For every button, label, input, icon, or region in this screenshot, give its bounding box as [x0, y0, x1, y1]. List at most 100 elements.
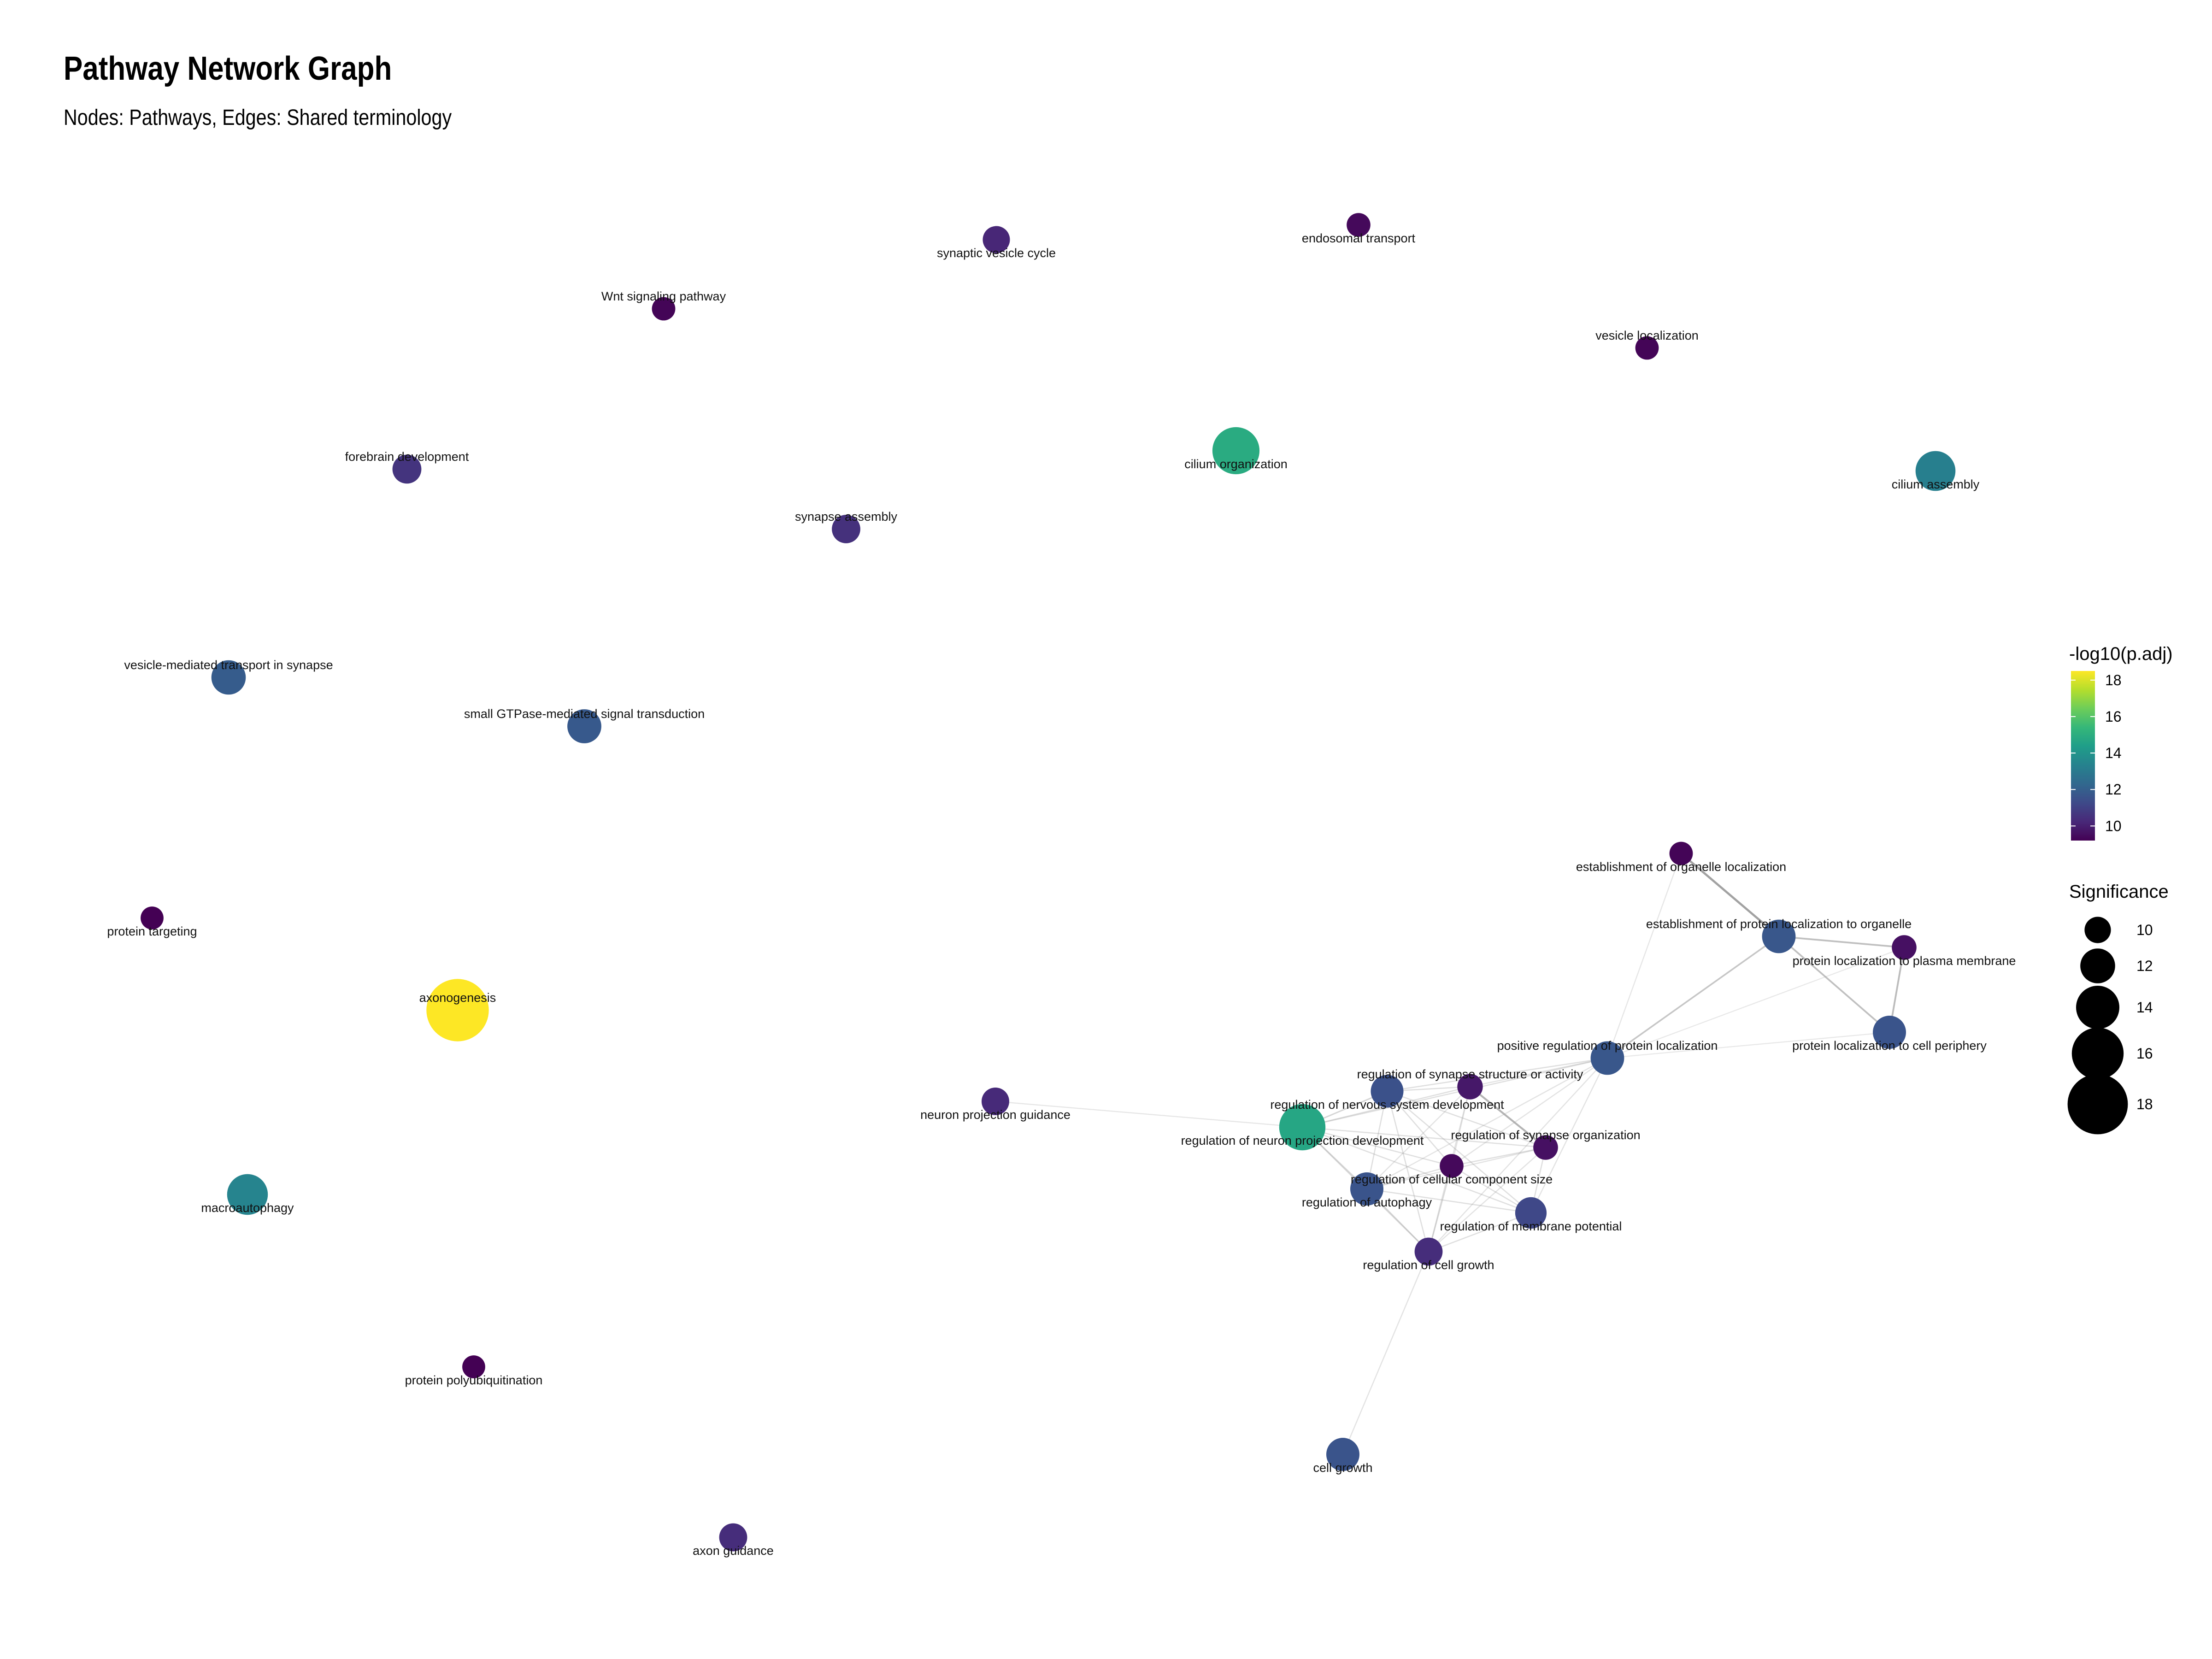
- edge-positive-regulation-of-protein-localization--regulation-of-neuron-projection-development: [1302, 1057, 1608, 1128]
- edge-positive-regulation-of-protein-localization--regulation-of-cellular-component-size: [1451, 1057, 1608, 1167]
- node-label-regulation-of-autophagy: regulation of autophagy: [1302, 1195, 1432, 1209]
- edge-regulation-of-cell-growth--cell-growth: [1342, 1251, 1430, 1455]
- node-label-protein-localization-to-plasma-membrane: protein localization to plasma membrane: [1793, 954, 2016, 968]
- size-legend-label: 18: [2136, 1096, 2153, 1112]
- color-legend-bar: [2071, 671, 2095, 841]
- color-legend-tick-label: 16: [2105, 708, 2122, 725]
- edge-establishment-of-organelle-localization--establishment-of-protein-localization-to-organelle: [1680, 853, 1780, 937]
- edge-regulation-of-cellular-component-size--regulation-of-cell-growth: [1428, 1165, 1453, 1252]
- edge-regulation-of-nervous-system-development--regulation-of-membrane-potential: [1387, 1091, 1531, 1213]
- edge-regulation-of-synapse-organization--regulation-of-cellular-component-size: [1451, 1147, 1546, 1167]
- color-legend-ticks: 10 12 14 16 18: [2071, 672, 2122, 834]
- node-protein-localization-to-cell-periphery[interactable]: [1873, 1016, 1906, 1049]
- node-label-regulation-of-cell-growth: regulation of cell growth: [1363, 1258, 1494, 1272]
- node-cilium-organization[interactable]: [1212, 427, 1260, 475]
- color-legend-tick-label: 18: [2105, 672, 2122, 688]
- node-label-synapse-assembly: synapse assembly: [795, 510, 898, 524]
- size-legend-label: 14: [2136, 999, 2153, 1016]
- node-protein-polyubiquitination[interactable]: [462, 1355, 485, 1378]
- edge-establishment-of-protein-localization-to-organelle--protein-localization-to-cell-periphery: [1778, 935, 1890, 1033]
- node-small-gtpase-mediated-signal-transduction[interactable]: [567, 709, 601, 743]
- page-title: Pathway Network Graph: [64, 50, 392, 87]
- size-legend-label: 10: [2136, 922, 2153, 938]
- node-regulation-of-nervous-system-development[interactable]: [1371, 1075, 1404, 1108]
- legend: -log10(p.adj) 10 12 14 16 18 Significance 10…: [2067, 644, 2173, 1135]
- node-neuron-projection-guidance[interactable]: [982, 1088, 1009, 1115]
- edge-regulation-of-membrane-potential--regulation-of-cell-growth: [1428, 1212, 1531, 1253]
- node-label-wnt-signaling-pathway: Wnt signaling pathway: [601, 289, 726, 303]
- page-subtitle: Nodes: Pathways, Edges: Shared terminolo…: [64, 106, 452, 130]
- node-regulation-of-synapse-structure-or-activity[interactable]: [1457, 1074, 1483, 1100]
- node-forebrain-development[interactable]: [392, 454, 422, 484]
- node-label-small-gtpase-mediated-signal-transduction: small GTPase-mediated signal transductio…: [464, 707, 705, 721]
- node-regulation-of-membrane-potential[interactable]: [1515, 1197, 1547, 1229]
- node-label-endosomal-transport: endosomal transport: [1302, 231, 1416, 245]
- node-axonogenesis[interactable]: [426, 979, 489, 1041]
- node-positive-regulation-of-protein-localization[interactable]: [1590, 1041, 1624, 1075]
- node-label-vesicle-mediated-transport-in-synapse: vesicle-mediated transport in synapse: [124, 658, 333, 672]
- edge-regulation-of-neuron-projection-development--regulation-of-synapse-organization: [1302, 1126, 1546, 1148]
- node-cell-growth[interactable]: [1326, 1438, 1359, 1471]
- node-regulation-of-autophagy[interactable]: [1350, 1172, 1383, 1206]
- node-label-macroautophagy: macroautophagy: [201, 1201, 294, 1215]
- edge-protein-localization-to-cell-periphery--positive-regulation-of-protein-localization: [1607, 1031, 1890, 1059]
- size-legend-circle: [2067, 1074, 2128, 1135]
- color-legend-title: -log10(p.adj): [2069, 644, 2173, 664]
- size-legend-circle: [2084, 917, 2111, 943]
- node-wnt-signaling-pathway[interactable]: [652, 297, 676, 321]
- edge-establishment-of-protein-localization-to-organelle--protein-localization-to-plasma-membrane: [1778, 935, 1905, 948]
- node-synaptic-vesicle-cycle[interactable]: [982, 226, 1010, 253]
- node-label-protein-localization-to-cell-periphery: protein localization to cell periphery: [1792, 1039, 1987, 1053]
- edge-protein-localization-to-plasma-membrane--positive-regulation-of-protein-localization: [1607, 947, 1905, 1059]
- edge-regulation-of-synapse-structure-or-activity--regulation-of-autophagy: [1366, 1086, 1471, 1189]
- labels-layer: synaptic vesicle cycle endosomal transpor…: [107, 231, 2016, 1558]
- node-label-cilium-organization: cilium organization: [1184, 457, 1288, 471]
- edge-positive-regulation-of-protein-localization--regulation-of-cell-growth: [1428, 1058, 1608, 1252]
- node-axon-guidance[interactable]: [719, 1523, 747, 1552]
- node-label-neuron-projection-guidance: neuron projection guidance: [920, 1108, 1071, 1122]
- node-synapse-assembly[interactable]: [832, 515, 860, 543]
- node-label-establishment-of-organelle-localization: establishment of organelle localization: [1576, 860, 1786, 874]
- node-label-vesicle-localization: vesicle localization: [1595, 329, 1699, 342]
- size-legend-title: Significance: [2069, 882, 2169, 902]
- size-legend-items: 10 12 14 16 18: [2067, 917, 2153, 1135]
- edge-regulation-of-synapse-structure-or-activity--regulation-of-cellular-component-size: [1451, 1086, 1471, 1166]
- edge-establishment-of-protein-localization-to-organelle--positive-regulation-of-protein-localization: [1606, 935, 1780, 1059]
- color-legend-tick-label: 10: [2105, 818, 2122, 834]
- edge-positive-regulation-of-protein-localization--regulation-of-nervous-system-development: [1387, 1057, 1608, 1092]
- edge-positive-regulation-of-protein-localization--regulation-of-autophagy: [1366, 1057, 1608, 1190]
- node-endosomal-transport[interactable]: [1347, 213, 1371, 237]
- node-label-protein-polyubiquitination: protein polyubiquitination: [405, 1373, 543, 1387]
- edge-regulation-of-nervous-system-development--regulation-of-cellular-component-size: [1387, 1091, 1452, 1166]
- node-label-regulation-of-nervous-system-development: regulation of nervous system development: [1270, 1098, 1504, 1112]
- edge-regulation-of-neuron-projection-development--neuron-projection-guidance: [995, 1100, 1303, 1128]
- node-vesicle-mediated-transport-in-synapse[interactable]: [211, 660, 246, 695]
- node-label-axonogenesis: axonogenesis: [419, 991, 496, 1005]
- node-regulation-of-synapse-organization[interactable]: [1533, 1135, 1558, 1160]
- node-regulation-of-cell-growth[interactable]: [1414, 1237, 1443, 1266]
- edge-positive-regulation-of-protein-localization--regulation-of-membrane-potential: [1530, 1058, 1608, 1213]
- node-protein-localization-to-plasma-membrane[interactable]: [1892, 935, 1917, 960]
- edge-regulation-of-neuron-projection-development--regulation-of-membrane-potential: [1302, 1126, 1531, 1214]
- edge-regulation-of-nervous-system-development--regulation-of-cell-growth: [1386, 1091, 1430, 1252]
- node-label-regulation-of-synapse-structure-or-activity: regulation of synapse structure or activ…: [1357, 1067, 1583, 1081]
- node-establishment-of-organelle-localization[interactable]: [1669, 841, 1693, 865]
- node-vesicle-localization[interactable]: [1635, 336, 1659, 360]
- node-label-positive-regulation-of-protein-localization: positive regulation of protein localizat…: [1497, 1039, 1718, 1053]
- node-macroautophagy[interactable]: [227, 1174, 268, 1215]
- edge-regulation-of-synapse-structure-or-activity--regulation-of-synapse-organization: [1469, 1086, 1547, 1148]
- node-regulation-of-neuron-projection-development[interactable]: [1279, 1104, 1326, 1151]
- node-label-forebrain-development: forebrain development: [345, 450, 469, 464]
- node-cilium-assembly[interactable]: [1915, 451, 1956, 491]
- node-establishment-of-protein-localization-to-organelle[interactable]: [1762, 919, 1796, 953]
- node-protein-targeting[interactable]: [141, 906, 164, 930]
- size-legend-circle: [2076, 986, 2119, 1029]
- edge-establishment-of-organelle-localization--positive-regulation-of-protein-localization: [1606, 853, 1682, 1059]
- node-label-regulation-of-cellular-component-size: regulation of cellular component size: [1351, 1172, 1553, 1186]
- size-legend-circle: [2071, 1027, 2124, 1080]
- node-regulation-of-cellular-component-size[interactable]: [1440, 1154, 1464, 1178]
- color-legend-tick-label: 14: [2105, 745, 2122, 761]
- edge-regulation-of-nervous-system-development--regulation-of-synapse-organization: [1387, 1090, 1546, 1148]
- size-legend-circle: [2080, 948, 2115, 983]
- node-label-axon-guidance: axon guidance: [693, 1544, 774, 1558]
